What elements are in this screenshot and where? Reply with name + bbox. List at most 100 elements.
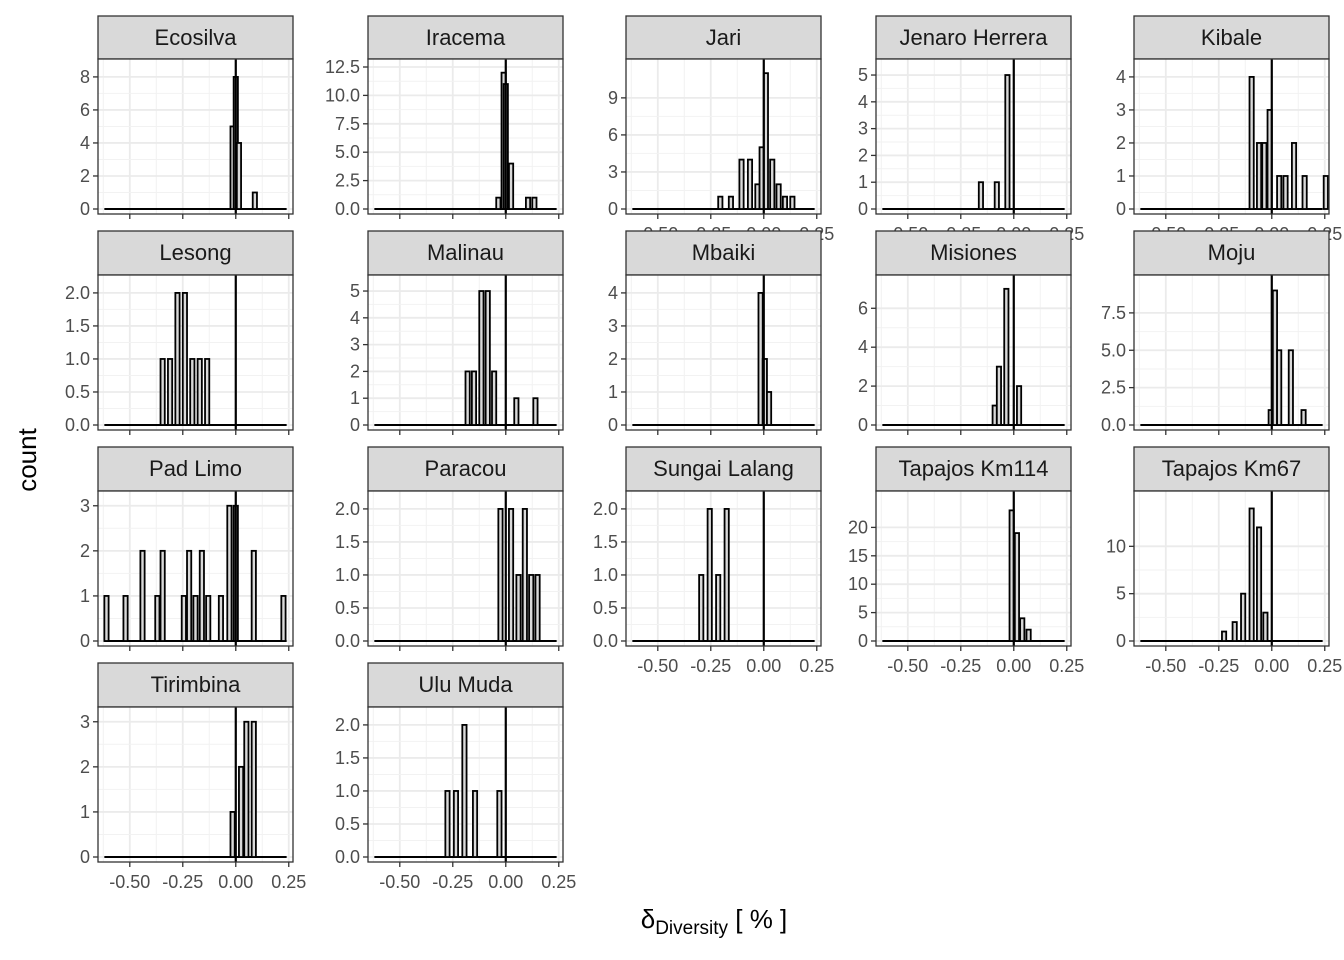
y-tick-label: 5	[1116, 584, 1126, 604]
facet-strip	[367, 15, 564, 60]
facet-strip-label: Tirimbina	[151, 672, 241, 697]
y-tick-label: 9	[608, 88, 618, 108]
y-tick-label: 4	[858, 92, 868, 112]
histogram-bar	[217, 595, 224, 642]
y-tick-label: 12.5	[325, 57, 360, 77]
facet-strip	[1133, 15, 1330, 60]
x-tick-label: 0.00	[488, 872, 523, 892]
histogram-bar	[534, 574, 541, 642]
panel-border	[625, 490, 822, 647]
x-tick-label: 0.25	[1307, 656, 1342, 676]
y-tick-label: 3	[1116, 100, 1126, 120]
y-tick-label: 6	[80, 100, 90, 120]
y-tick-label: 0.5	[335, 598, 360, 618]
facet-strip-label: Kibale	[1201, 25, 1262, 50]
plot-background	[98, 275, 293, 430]
x-tick-label: -0.50	[109, 872, 150, 892]
y-tick-label: 0	[80, 199, 90, 219]
y-tick-label: 0	[80, 847, 90, 867]
histogram-bar	[977, 181, 984, 210]
y-tick-label: 6	[608, 125, 618, 145]
y-tick-label: 5.0	[1101, 340, 1126, 360]
y-tick-label: 3	[80, 496, 90, 516]
plot-background	[876, 59, 1071, 214]
histogram-bar	[513, 397, 520, 426]
histogram-bar	[159, 358, 166, 426]
histogram-bar	[204, 358, 211, 426]
histogram-bar	[495, 196, 502, 210]
panel-border	[625, 274, 822, 431]
facet-panel: Tapajos Km67 0 5 10 -0.50 -0.25 0.00 0.25	[1106, 446, 1342, 676]
y-tick-label: 2	[1116, 133, 1126, 153]
x-tick-label: -0.25	[1198, 656, 1239, 676]
facet-strip	[875, 15, 1072, 60]
histogram-bar	[715, 574, 722, 642]
histogram-bar	[444, 790, 451, 858]
y-tick-label: 15	[848, 546, 868, 566]
x-tick-label: -0.25	[940, 656, 981, 676]
panel-border	[97, 274, 294, 431]
histogram-bar	[496, 790, 503, 858]
histogram-bar	[698, 574, 705, 642]
histogram-bar	[226, 504, 233, 642]
histogram-bar	[243, 720, 250, 858]
y-tick-label: 1.0	[65, 349, 90, 369]
histogram-bar	[196, 358, 203, 426]
histogram-bar	[1240, 592, 1247, 642]
histogram-bar	[993, 181, 1000, 210]
y-tick-label: 2	[608, 349, 618, 369]
x-axis-title-subscript: Diversity	[655, 918, 728, 939]
histogram-bar	[159, 549, 166, 642]
y-tick-label: 5.0	[335, 142, 360, 162]
histogram-bar	[1300, 409, 1307, 426]
y-tick-label: 1.5	[593, 532, 618, 552]
y-tick-label: 1.0	[335, 781, 360, 801]
y-tick-label: 2	[858, 145, 868, 165]
x-axis-title: δDiversity [ % ]	[641, 904, 788, 939]
facet-strip-label: Mbaiki	[692, 240, 756, 265]
y-axis-title: count	[12, 427, 42, 491]
y-tick-label: 1	[858, 172, 868, 192]
facet-panel: Tapajos Km114 0 5 10 15 20 -0.50 -0.25 0.00 0.25	[848, 446, 1084, 676]
facet-strip-label: Ecosilva	[155, 25, 238, 50]
panel-border	[97, 706, 294, 863]
facet-panel: Iracema 0.0 2.5 5.0 7.5 10.0 12.5	[325, 15, 564, 219]
facet-strip	[625, 15, 822, 60]
facet-strip	[97, 15, 294, 60]
histogram-bar	[205, 595, 212, 642]
histogram-bar	[103, 595, 110, 642]
plot-background	[1134, 491, 1329, 646]
x-tick-label: -0.50	[379, 872, 420, 892]
histogram-bar	[727, 195, 734, 210]
y-tick-label: 0	[1116, 199, 1126, 219]
x-tick-label: -0.50	[1145, 656, 1186, 676]
x-tick-label: 0.00	[218, 872, 253, 892]
histogram-bar	[181, 292, 188, 426]
facet-strip-label: Moju	[1208, 240, 1256, 265]
panel-border	[367, 274, 564, 431]
plot-background	[626, 275, 821, 430]
y-tick-label: 0	[858, 415, 868, 435]
histogram-bar	[250, 549, 257, 642]
facet-strip-label: Tapajos Km114	[898, 456, 1048, 481]
y-tick-label: 4	[350, 308, 360, 328]
histogram-bar	[122, 595, 129, 642]
panel-border	[875, 490, 1072, 647]
y-tick-label: 0.5	[335, 814, 360, 834]
histogram-bar	[250, 720, 257, 858]
histogram-bar	[521, 508, 528, 642]
facet-panel: Sungai Lalang 0.0 0.5 1.0 1.5 2.0 -0.50 -0.25 0.…	[593, 446, 834, 676]
y-tick-label: 2.5	[335, 171, 360, 191]
x-tick-label: 0.25	[799, 656, 834, 676]
panel-border	[97, 490, 294, 647]
y-tick-label: 2	[858, 376, 868, 396]
y-tick-label: 1.5	[65, 316, 90, 336]
x-tick-label: 0.25	[271, 872, 306, 892]
histogram-bar	[1276, 349, 1283, 426]
facet-strip	[97, 446, 294, 492]
y-tick-label: 0.0	[593, 631, 618, 651]
y-tick-label: 0.5	[593, 598, 618, 618]
panel-border	[1133, 490, 1330, 647]
